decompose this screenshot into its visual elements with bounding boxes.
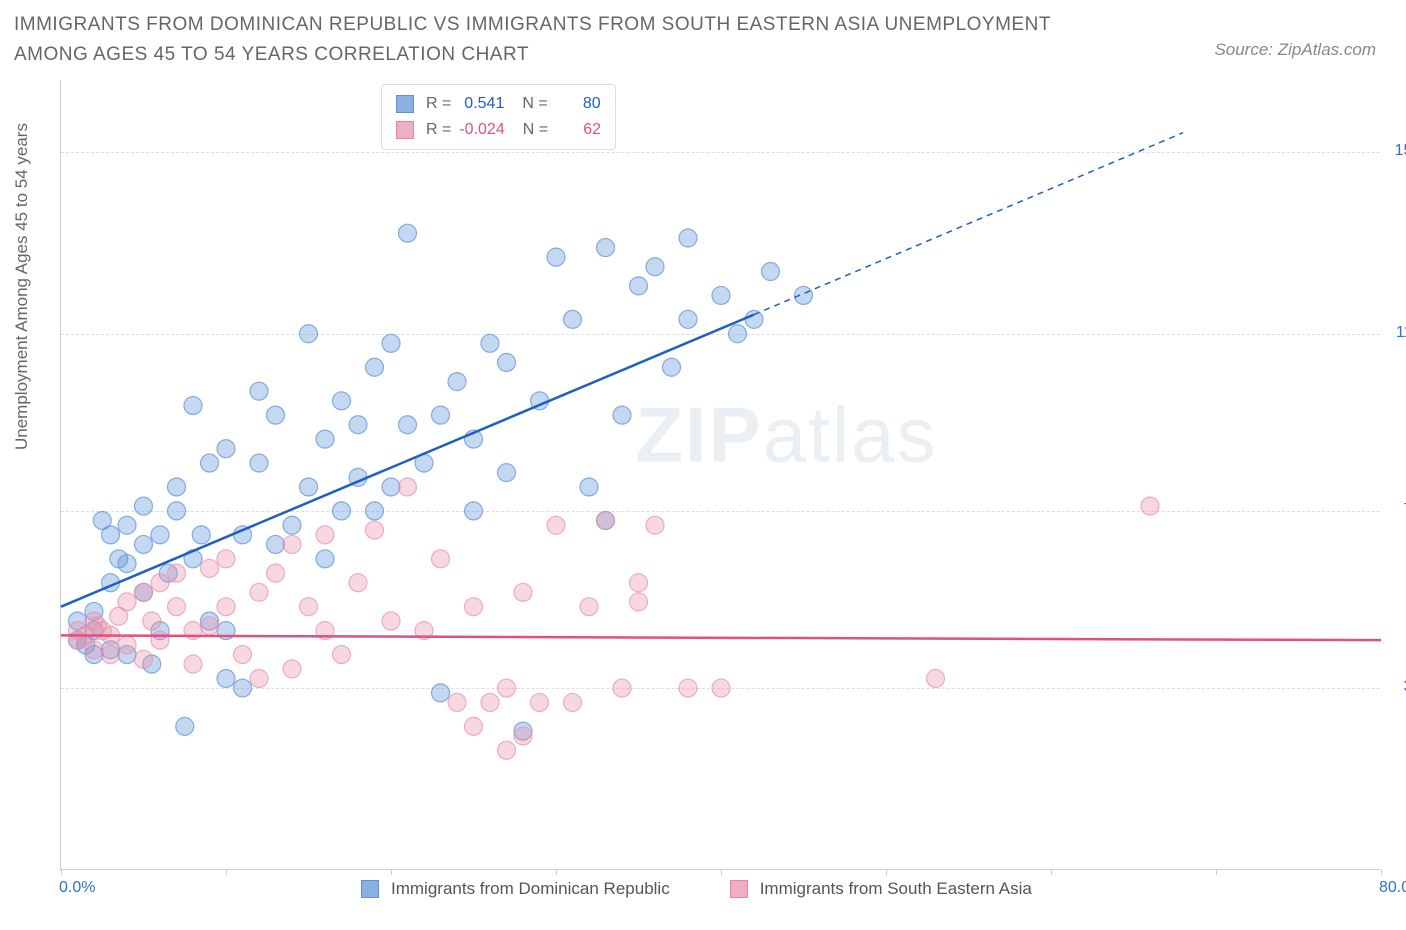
series-0-name: Immigrants from Dominican Republic [391, 879, 670, 899]
correlation-legend: R = 0.541 N = 80 R = -0.024 N = 62 [381, 84, 616, 150]
chart-plot-area: ZIPatlas R = 0.541 N = 80 R = -0.024 N =… [60, 80, 1380, 870]
series-1-name: Immigrants from South Eastern Asia [760, 879, 1032, 899]
watermark-light: atlas [763, 391, 938, 479]
watermark: ZIPatlas [635, 390, 937, 481]
x-tick-label: 80.0% [1379, 879, 1406, 897]
x-tick [391, 869, 392, 875]
y-tick-label: 11.2% [1396, 324, 1406, 342]
y-tick-label: 15.0% [1395, 142, 1406, 160]
n-label: N = [523, 117, 548, 143]
x-tick [886, 869, 887, 875]
scatter-svg [61, 80, 1380, 869]
x-tick [556, 869, 557, 875]
grid-line [61, 511, 1380, 512]
n-value-1: 62 [556, 117, 601, 143]
legend-row-series-0: R = 0.541 N = 80 [396, 91, 601, 117]
r-label: R = [426, 91, 451, 117]
x-tick-label: 0.0% [59, 879, 95, 897]
swatch-series-1-bottom [730, 880, 748, 898]
swatch-series-0 [396, 95, 414, 113]
n-label: N = [522, 91, 547, 117]
x-tick [226, 869, 227, 875]
x-tick [1051, 869, 1052, 875]
grid-line [61, 152, 1380, 153]
legend-item-1: Immigrants from South Eastern Asia [730, 879, 1032, 899]
swatch-series-1 [396, 121, 414, 139]
n-value-0: 80 [556, 91, 601, 117]
legend-row-series-1: R = -0.024 N = 62 [396, 117, 601, 143]
watermark-bold: ZIP [635, 391, 762, 479]
swatch-series-0-bottom [361, 880, 379, 898]
x-tick [1381, 869, 1382, 875]
r-value-1: -0.024 [459, 117, 504, 143]
chart-title: IMMIGRANTS FROM DOMINICAN REPUBLIC VS IM… [14, 10, 1094, 70]
y-axis-label: Unemployment Among Ages 45 to 54 years [12, 123, 32, 450]
x-tick [1216, 869, 1217, 875]
x-tick [61, 869, 62, 875]
grid-line [61, 334, 1380, 335]
r-label: R = [426, 117, 451, 143]
legend-item-0: Immigrants from Dominican Republic [361, 879, 670, 899]
series-legend: Immigrants from Dominican Republic Immig… [361, 879, 1032, 899]
grid-line [61, 688, 1380, 689]
source-attribution: Source: ZipAtlas.com [1214, 40, 1376, 60]
x-tick [721, 869, 722, 875]
r-value-0: 0.541 [459, 91, 504, 117]
